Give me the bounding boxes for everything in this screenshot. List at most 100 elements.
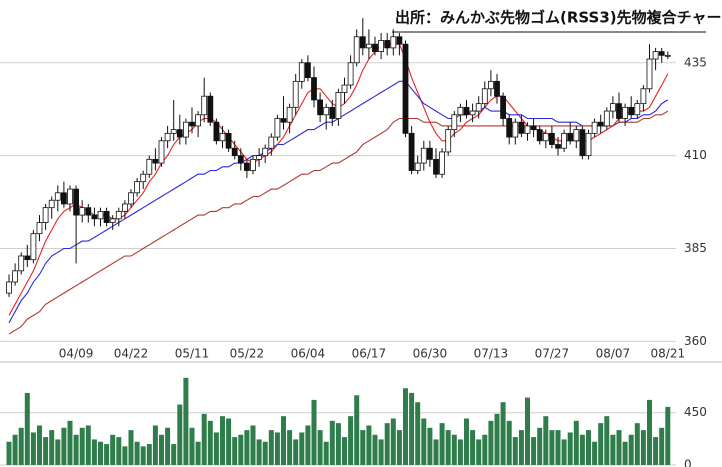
candle-body xyxy=(658,51,665,56)
candle-body xyxy=(451,114,458,131)
candle-body xyxy=(207,95,214,123)
candle-body xyxy=(542,132,549,142)
y-tick-label: 435 xyxy=(684,55,707,69)
volume-bar xyxy=(360,430,366,465)
candle-body xyxy=(652,51,659,60)
candle-body xyxy=(518,121,525,134)
candle-body xyxy=(243,162,250,171)
volume-bar xyxy=(439,423,445,465)
candle-body xyxy=(622,106,628,119)
candle-body xyxy=(420,147,427,164)
x-tick-label: 08/21 xyxy=(651,347,686,361)
candle-body xyxy=(225,132,232,149)
volume-bar xyxy=(628,434,634,465)
x-tick-label: 04/09 xyxy=(59,347,94,361)
candle-body xyxy=(555,144,561,149)
candle-body xyxy=(463,106,470,116)
volume-bar xyxy=(195,441,201,465)
candle-body xyxy=(304,62,311,79)
candle-body xyxy=(213,121,220,142)
candle-body xyxy=(146,158,153,175)
candle-body xyxy=(494,80,500,97)
volume-bar xyxy=(79,427,85,465)
candle-body xyxy=(335,92,342,119)
volume-bar xyxy=(390,418,396,465)
volume-bar xyxy=(122,446,128,465)
volume-bar xyxy=(213,432,219,465)
volume-bar xyxy=(610,434,616,465)
candle-body xyxy=(292,80,299,108)
volume-bar xyxy=(427,427,433,465)
candle-body xyxy=(115,210,122,220)
volume-bar xyxy=(543,416,549,465)
volume-bar xyxy=(415,402,421,465)
volume-bar xyxy=(146,444,152,465)
candle-body xyxy=(61,192,67,205)
candle-body xyxy=(280,118,287,123)
volume-bar xyxy=(49,430,55,465)
candle-body xyxy=(268,136,275,149)
candle-body xyxy=(158,140,165,164)
candle-body xyxy=(298,62,305,82)
candle-body xyxy=(378,40,385,53)
x-tick-label: 06/04 xyxy=(291,347,326,361)
candle-body xyxy=(250,158,256,171)
volume-bar xyxy=(622,441,628,465)
x-tick-label: 08/07 xyxy=(596,347,631,361)
volume-bar xyxy=(293,439,299,465)
volume-bar xyxy=(604,416,610,465)
candle-body xyxy=(347,62,354,86)
volume-bar xyxy=(537,427,543,465)
candle-body xyxy=(372,43,378,53)
candle-body xyxy=(628,106,635,116)
candle-body xyxy=(549,132,555,145)
candle-body xyxy=(48,199,55,209)
volume-bar xyxy=(177,404,183,465)
y-tick-label: 0 xyxy=(684,458,692,467)
candle-body xyxy=(408,132,415,171)
x-tick-label: 05/11 xyxy=(175,347,210,361)
volume-bar xyxy=(43,437,49,465)
volume-bar xyxy=(640,430,646,465)
volume-bar xyxy=(311,399,317,465)
volume-bar xyxy=(220,416,225,465)
candle-body xyxy=(481,88,488,105)
volume-bar xyxy=(244,430,250,465)
volume-bar xyxy=(256,439,262,465)
volume-bar xyxy=(232,437,238,465)
candle-body xyxy=(475,103,482,112)
candle-body xyxy=(152,158,159,164)
x-tick-label: 05/22 xyxy=(230,347,265,361)
candle-body xyxy=(585,132,592,157)
volume-bar xyxy=(372,434,378,465)
candle-body xyxy=(24,255,31,261)
volume-bar xyxy=(506,420,512,465)
volume-bar xyxy=(91,439,97,465)
volume-bar xyxy=(531,437,537,465)
x-tick-label: 04/22 xyxy=(114,347,149,361)
candle-body xyxy=(42,207,49,223)
candle-body xyxy=(97,210,104,220)
x-tick-label: 07/27 xyxy=(535,347,570,361)
volume-bar xyxy=(396,430,402,465)
volume-bar xyxy=(579,434,585,465)
volume-bar xyxy=(104,444,110,465)
candle-body xyxy=(384,40,391,49)
y-tick-label: 450 xyxy=(684,405,707,419)
candle-body xyxy=(12,270,19,283)
volume-bar xyxy=(488,420,494,465)
candle-body xyxy=(274,118,281,138)
candle-body xyxy=(457,106,464,116)
volume-bar xyxy=(287,430,293,465)
x-tick-label: 06/30 xyxy=(413,347,448,361)
volume-bar xyxy=(470,430,476,465)
candle-body xyxy=(18,255,25,272)
volume-bar xyxy=(238,434,244,465)
volume-bar xyxy=(201,413,207,465)
volume-bar xyxy=(24,392,30,465)
candle-body xyxy=(109,218,116,223)
candle-body xyxy=(134,181,141,194)
volume-bar xyxy=(665,406,671,465)
